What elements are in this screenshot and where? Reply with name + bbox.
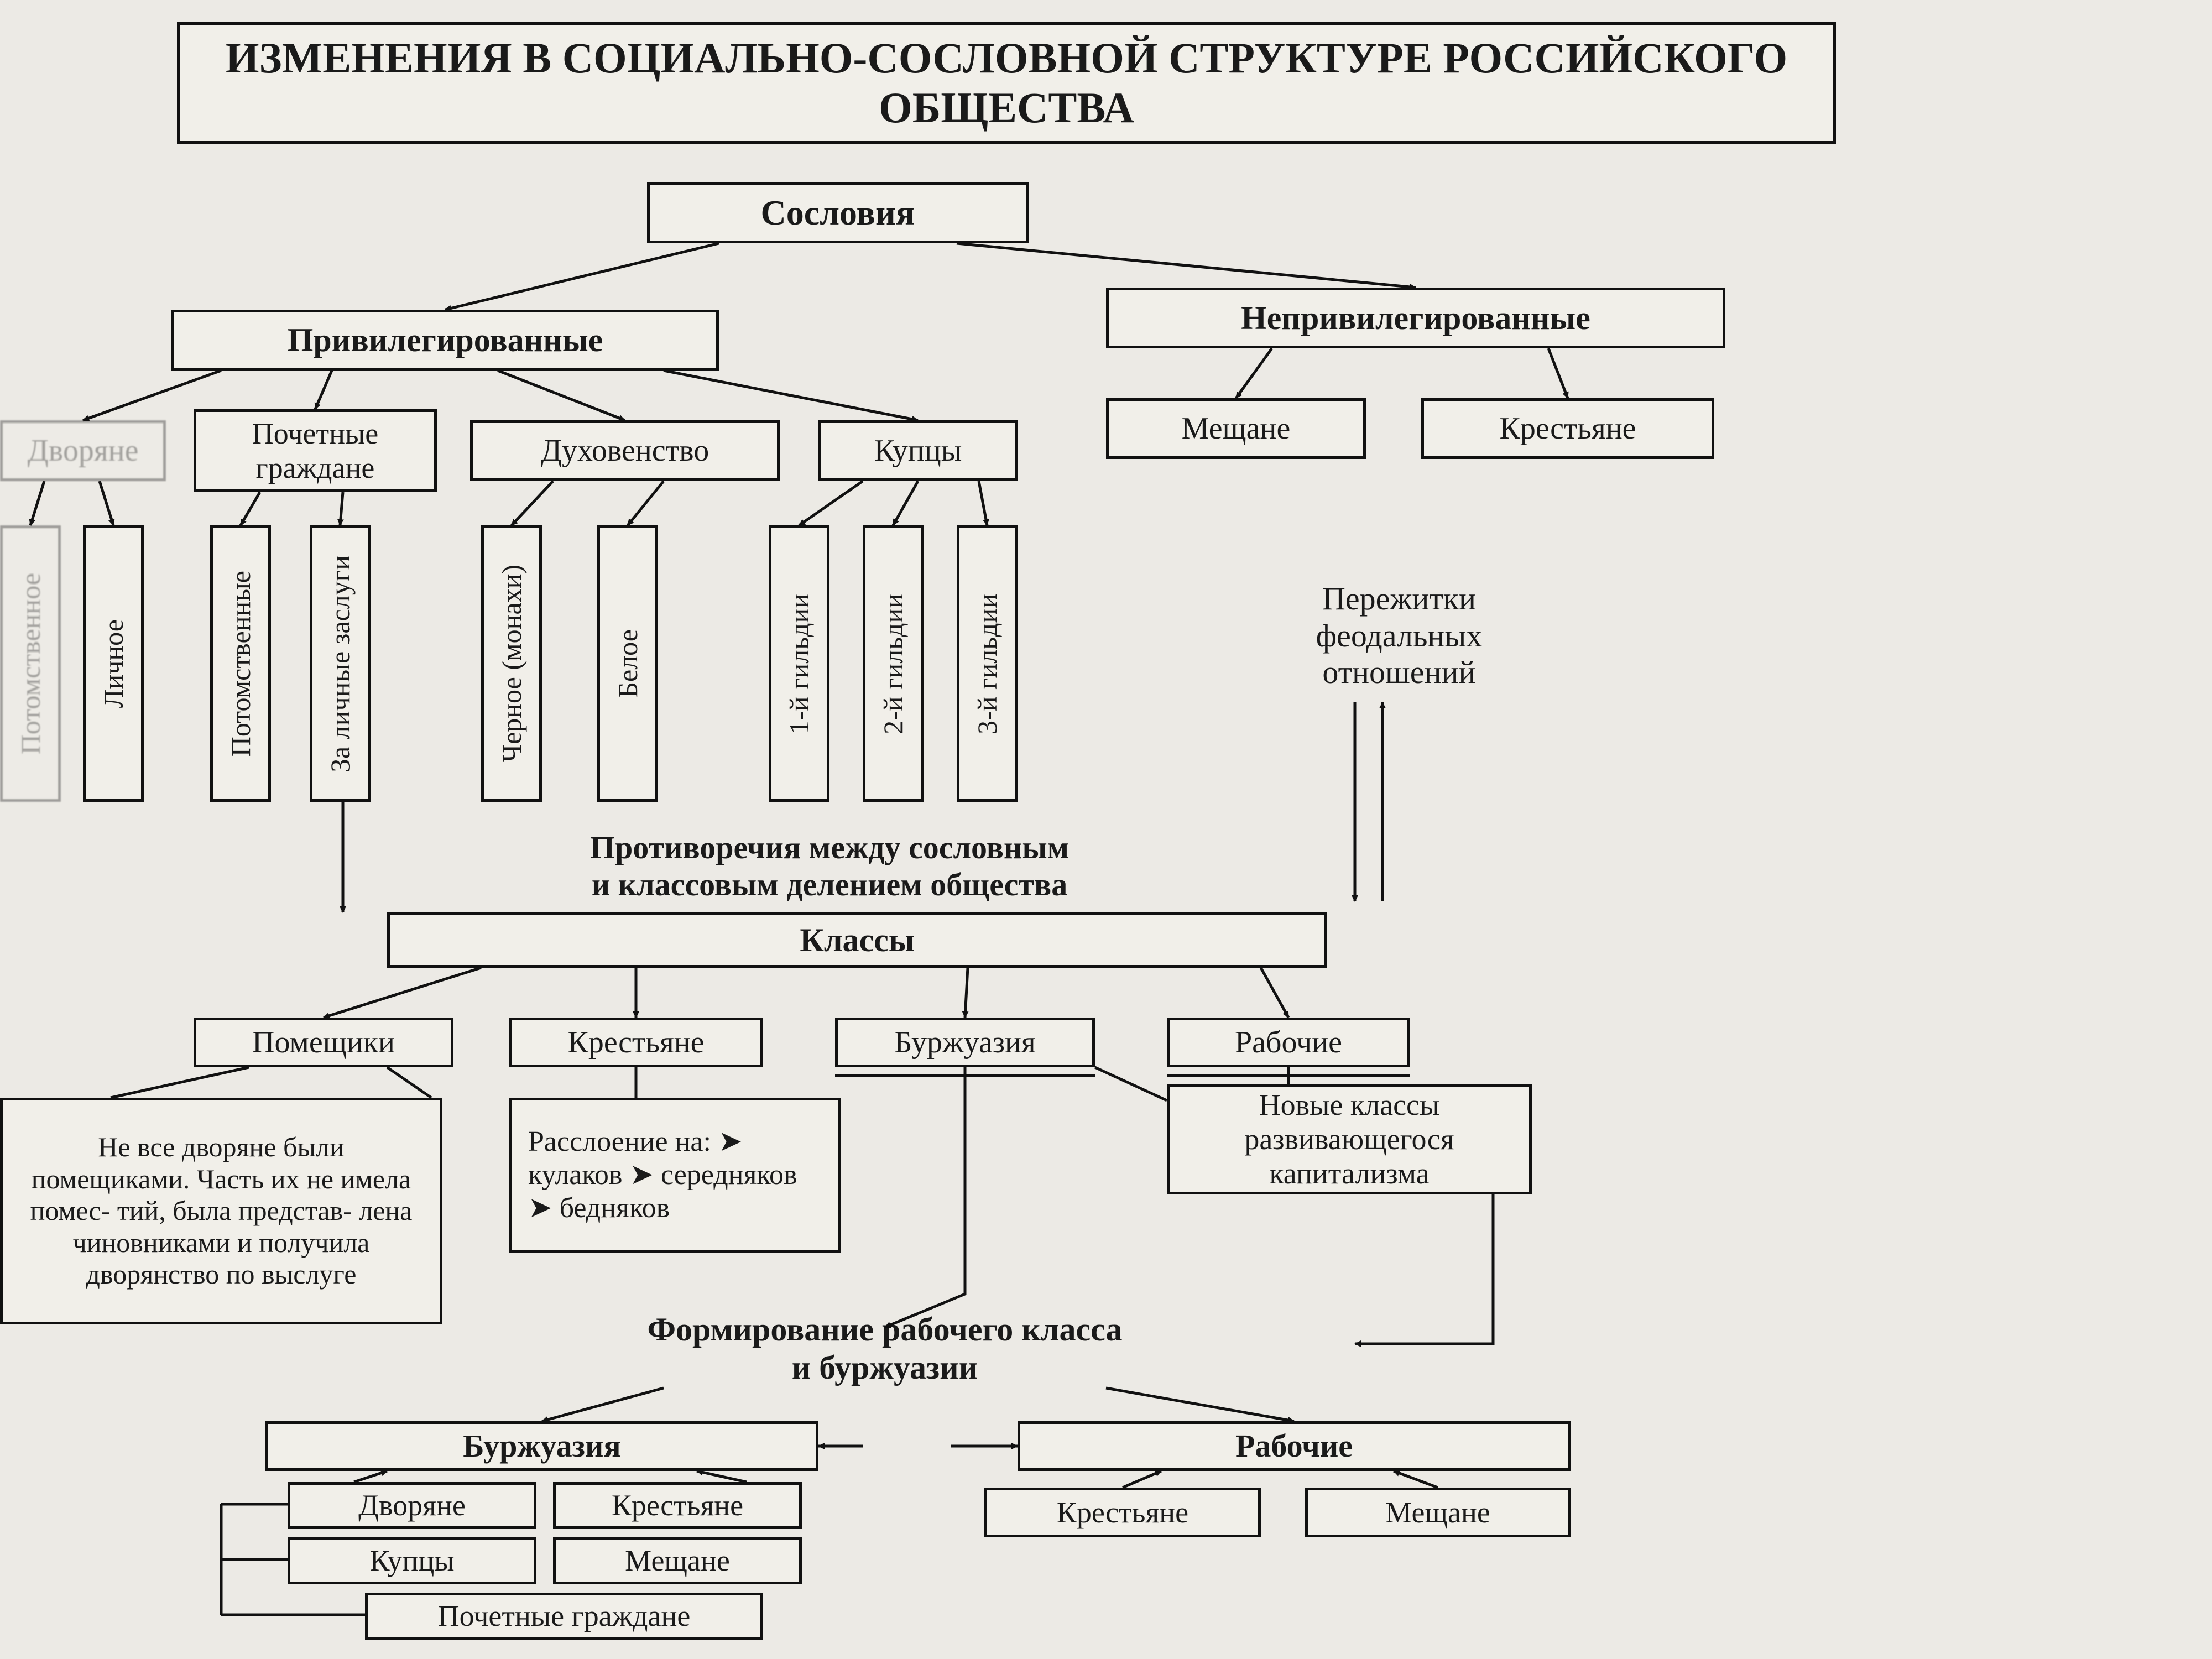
- node-clergy: Духовенство: [470, 420, 780, 481]
- node-v-clergy-white: Белое: [597, 525, 658, 802]
- node-bourgeoisie-b: Буржуазия: [265, 1421, 818, 1471]
- node-krestyane-top: Крестьяне: [1421, 398, 1714, 459]
- node-contradiction: Противоречия между сословным и классовым…: [387, 830, 1272, 903]
- diagram-canvas: ИЗМЕНЕНИЯ В СОЦИАЛЬНО-СОСЛОВНОЙ СТРУКТУР…: [0, 0, 2212, 1659]
- node-v-guild2: 2-й гильдии: [863, 525, 924, 802]
- node-b-krestyane: Крестьяне: [553, 1482, 802, 1529]
- node-bourgeoisie-c: Буржуазия: [835, 1018, 1095, 1067]
- node-b-honorary: Почетные граждане: [365, 1593, 763, 1640]
- node-rassloenie: Расслоение на: ➤ кулаков ➤ середняков ➤ …: [509, 1098, 841, 1253]
- node-v-hc-potom: Потомственные: [210, 525, 271, 802]
- node-formation: Формирование рабочего класса и буржуазии: [442, 1311, 1327, 1387]
- node-r-krestyane: Крестьяне: [984, 1488, 1261, 1537]
- node-b-dvoryane: Дворяне: [288, 1482, 536, 1529]
- node-pomeshchiki: Помещики: [194, 1018, 453, 1067]
- node-v-potomstv: Потомственное: [0, 525, 61, 802]
- node-v-guild1: 1-й гильдии: [769, 525, 830, 802]
- node-krestyane-c: Крестьяне: [509, 1018, 763, 1067]
- node-klassy: Классы: [387, 912, 1327, 968]
- node-meshchane-top: Мещане: [1106, 398, 1366, 459]
- node-b-kuptsy: Купцы: [288, 1537, 536, 1584]
- node-r-meshchane: Мещане: [1305, 1488, 1571, 1537]
- node-v-guild3: 3-й гильдии: [957, 525, 1018, 802]
- node-feudal-remnants: Пережитки феодальных отношений: [1150, 581, 1648, 691]
- node-privileged: Привилегированные: [171, 310, 719, 371]
- node-merchants: Купцы: [818, 420, 1018, 481]
- title-box: ИЗМЕНЕНИЯ В СОЦИАЛЬНО-СОСЛОВНОЙ СТРУКТУР…: [177, 22, 1836, 144]
- node-sosloviya: Сословия: [647, 182, 1029, 243]
- node-v-lichnoe: Личное: [83, 525, 144, 802]
- node-rabochie-b: Рабочие: [1018, 1421, 1571, 1471]
- node-honorary-citizens: Почетные граждане: [194, 409, 437, 492]
- node-b-meshchane: Мещане: [553, 1537, 802, 1584]
- node-v-clergy-black: Черное (монахи): [481, 525, 542, 802]
- node-v-hc-zaslugi: За личные заслуги: [310, 525, 371, 802]
- node-unprivileged: Непривилегированные: [1106, 288, 1725, 348]
- node-rabochie-c: Рабочие: [1167, 1018, 1410, 1067]
- node-pomeshchiki-note: Не все дворяне были помещиками. Часть их…: [0, 1098, 442, 1324]
- node-new-classes: Новые классы развивающегося капитализма: [1167, 1084, 1532, 1194]
- node-dvoryane-top: Дворяне: [0, 420, 166, 481]
